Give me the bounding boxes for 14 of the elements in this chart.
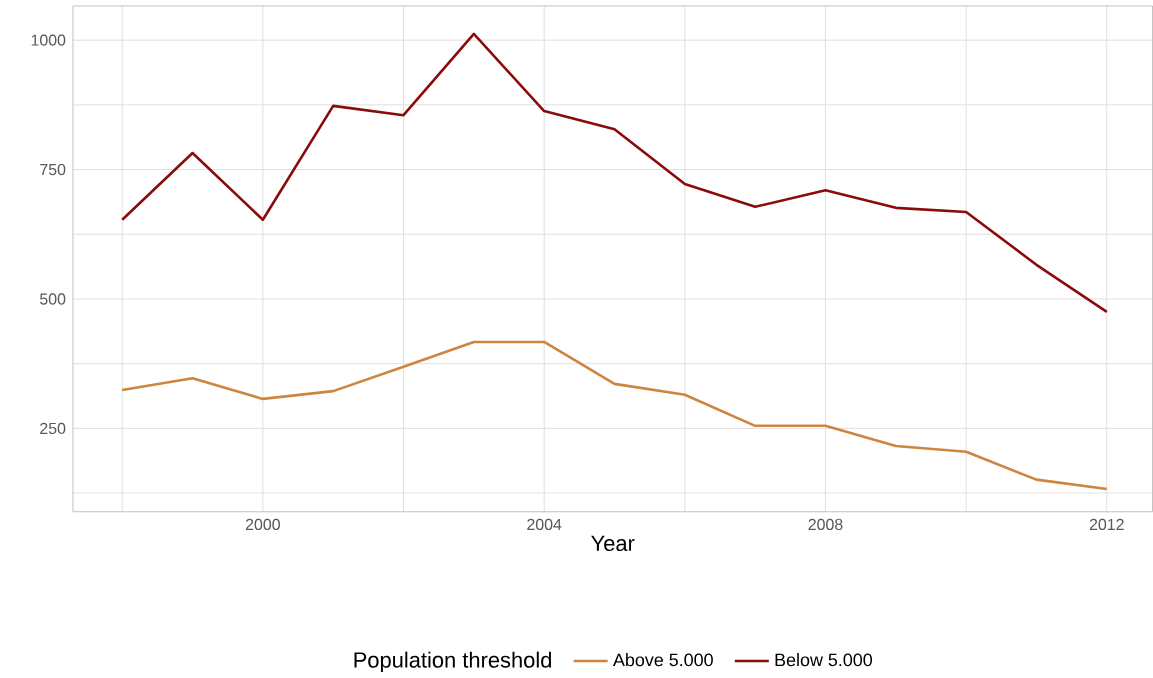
legend-label: Below 5.000 (775, 652, 873, 667)
y-tick-label: 750 (40, 163, 66, 175)
legend-label: Above 5.000 (612, 652, 713, 667)
y-tick-label: 1000 (31, 34, 66, 46)
legend-title: Population threshold (354, 651, 551, 672)
x-tick-label: 2004 (527, 518, 562, 530)
x-axis-title: Year (591, 535, 635, 551)
line-series (120, 32, 1109, 314)
x-tick-label: 2012 (1089, 518, 1124, 530)
x-tick-label: 2000 (245, 518, 280, 530)
y-tick-label: 250 (40, 422, 66, 434)
y-tick-label: 500 (39, 293, 66, 305)
x-tick-label: 2008 (808, 518, 843, 530)
line-series (120, 340, 1109, 491)
